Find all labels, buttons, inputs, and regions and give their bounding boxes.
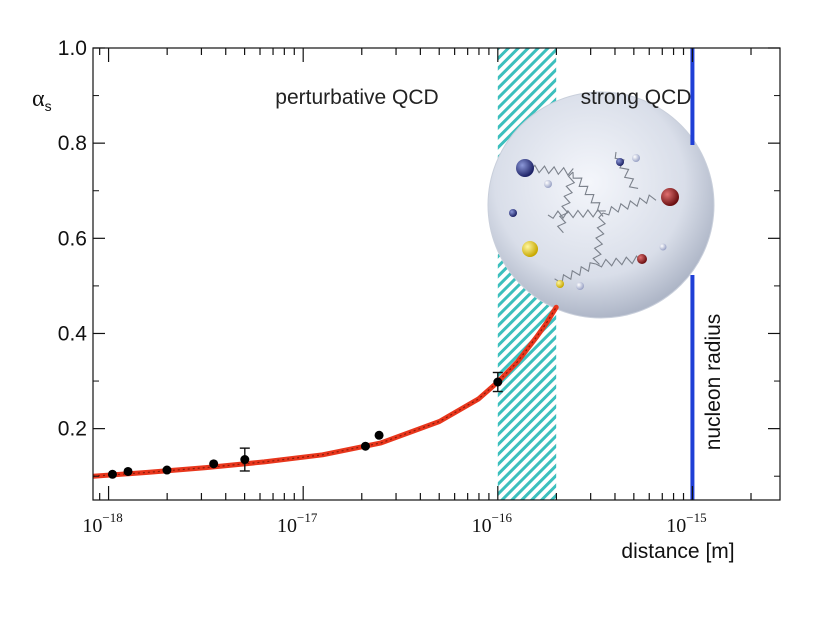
quark xyxy=(637,254,647,264)
quark xyxy=(632,154,640,162)
plot-frame xyxy=(92,47,781,501)
data-point xyxy=(360,441,370,451)
quark xyxy=(616,158,624,166)
quark xyxy=(556,280,564,288)
data-points-layer xyxy=(107,371,503,479)
quark xyxy=(522,241,538,257)
quark xyxy=(576,282,584,290)
data-point xyxy=(209,459,219,469)
y-tick-label: 0.8 xyxy=(58,132,87,155)
x-tick-label: 10−16 xyxy=(472,510,513,537)
gluon-spring xyxy=(547,208,604,220)
y-axis-symbol: α xyxy=(32,86,45,112)
x-axis: 10−18 10−17 10−16 10−15 xyxy=(82,48,752,537)
y-tick-label: 0.2 xyxy=(58,418,87,441)
data-point xyxy=(107,469,117,479)
label-strong-qcd: strong QCD xyxy=(581,86,692,109)
data-point xyxy=(240,455,250,465)
y-tick-label: 1.0 xyxy=(58,37,87,60)
data-point xyxy=(374,430,384,440)
nucleon-inset xyxy=(487,91,715,319)
x-axis-title: distance [m] xyxy=(621,540,734,563)
data-point xyxy=(123,466,133,476)
x-tick-label: 10−18 xyxy=(82,510,122,537)
x-tick-label: 10−17 xyxy=(277,510,318,537)
gluon-spring xyxy=(572,171,606,212)
gluon-spring xyxy=(592,212,607,265)
y-axis: 0.2 0.4 0.6 0.8 1.0 xyxy=(58,37,780,477)
gluon-spring xyxy=(554,262,597,285)
x-tick-label: 10−15 xyxy=(666,510,706,537)
fit-curve xyxy=(93,304,559,479)
y-axis-title: αs xyxy=(32,86,52,114)
gluon-spring xyxy=(556,171,576,234)
quark xyxy=(509,209,517,217)
quark xyxy=(661,188,679,206)
fit-curve-layer xyxy=(93,304,559,479)
nucleon-sphere xyxy=(487,91,715,319)
label-nucleon-radius: nucleon radius xyxy=(702,314,725,451)
quark xyxy=(659,243,667,251)
data-point xyxy=(162,465,172,475)
gluon-spring xyxy=(595,255,643,268)
y-tick-label: 0.6 xyxy=(58,227,87,250)
y-axis-subscript: s xyxy=(45,98,52,114)
quark xyxy=(516,159,534,177)
quark xyxy=(544,180,552,188)
data-point xyxy=(493,377,503,387)
label-perturbative-qcd: perturbative QCD xyxy=(275,86,438,109)
gluon-spring xyxy=(602,194,657,216)
y-tick-label: 0.4 xyxy=(58,322,88,345)
